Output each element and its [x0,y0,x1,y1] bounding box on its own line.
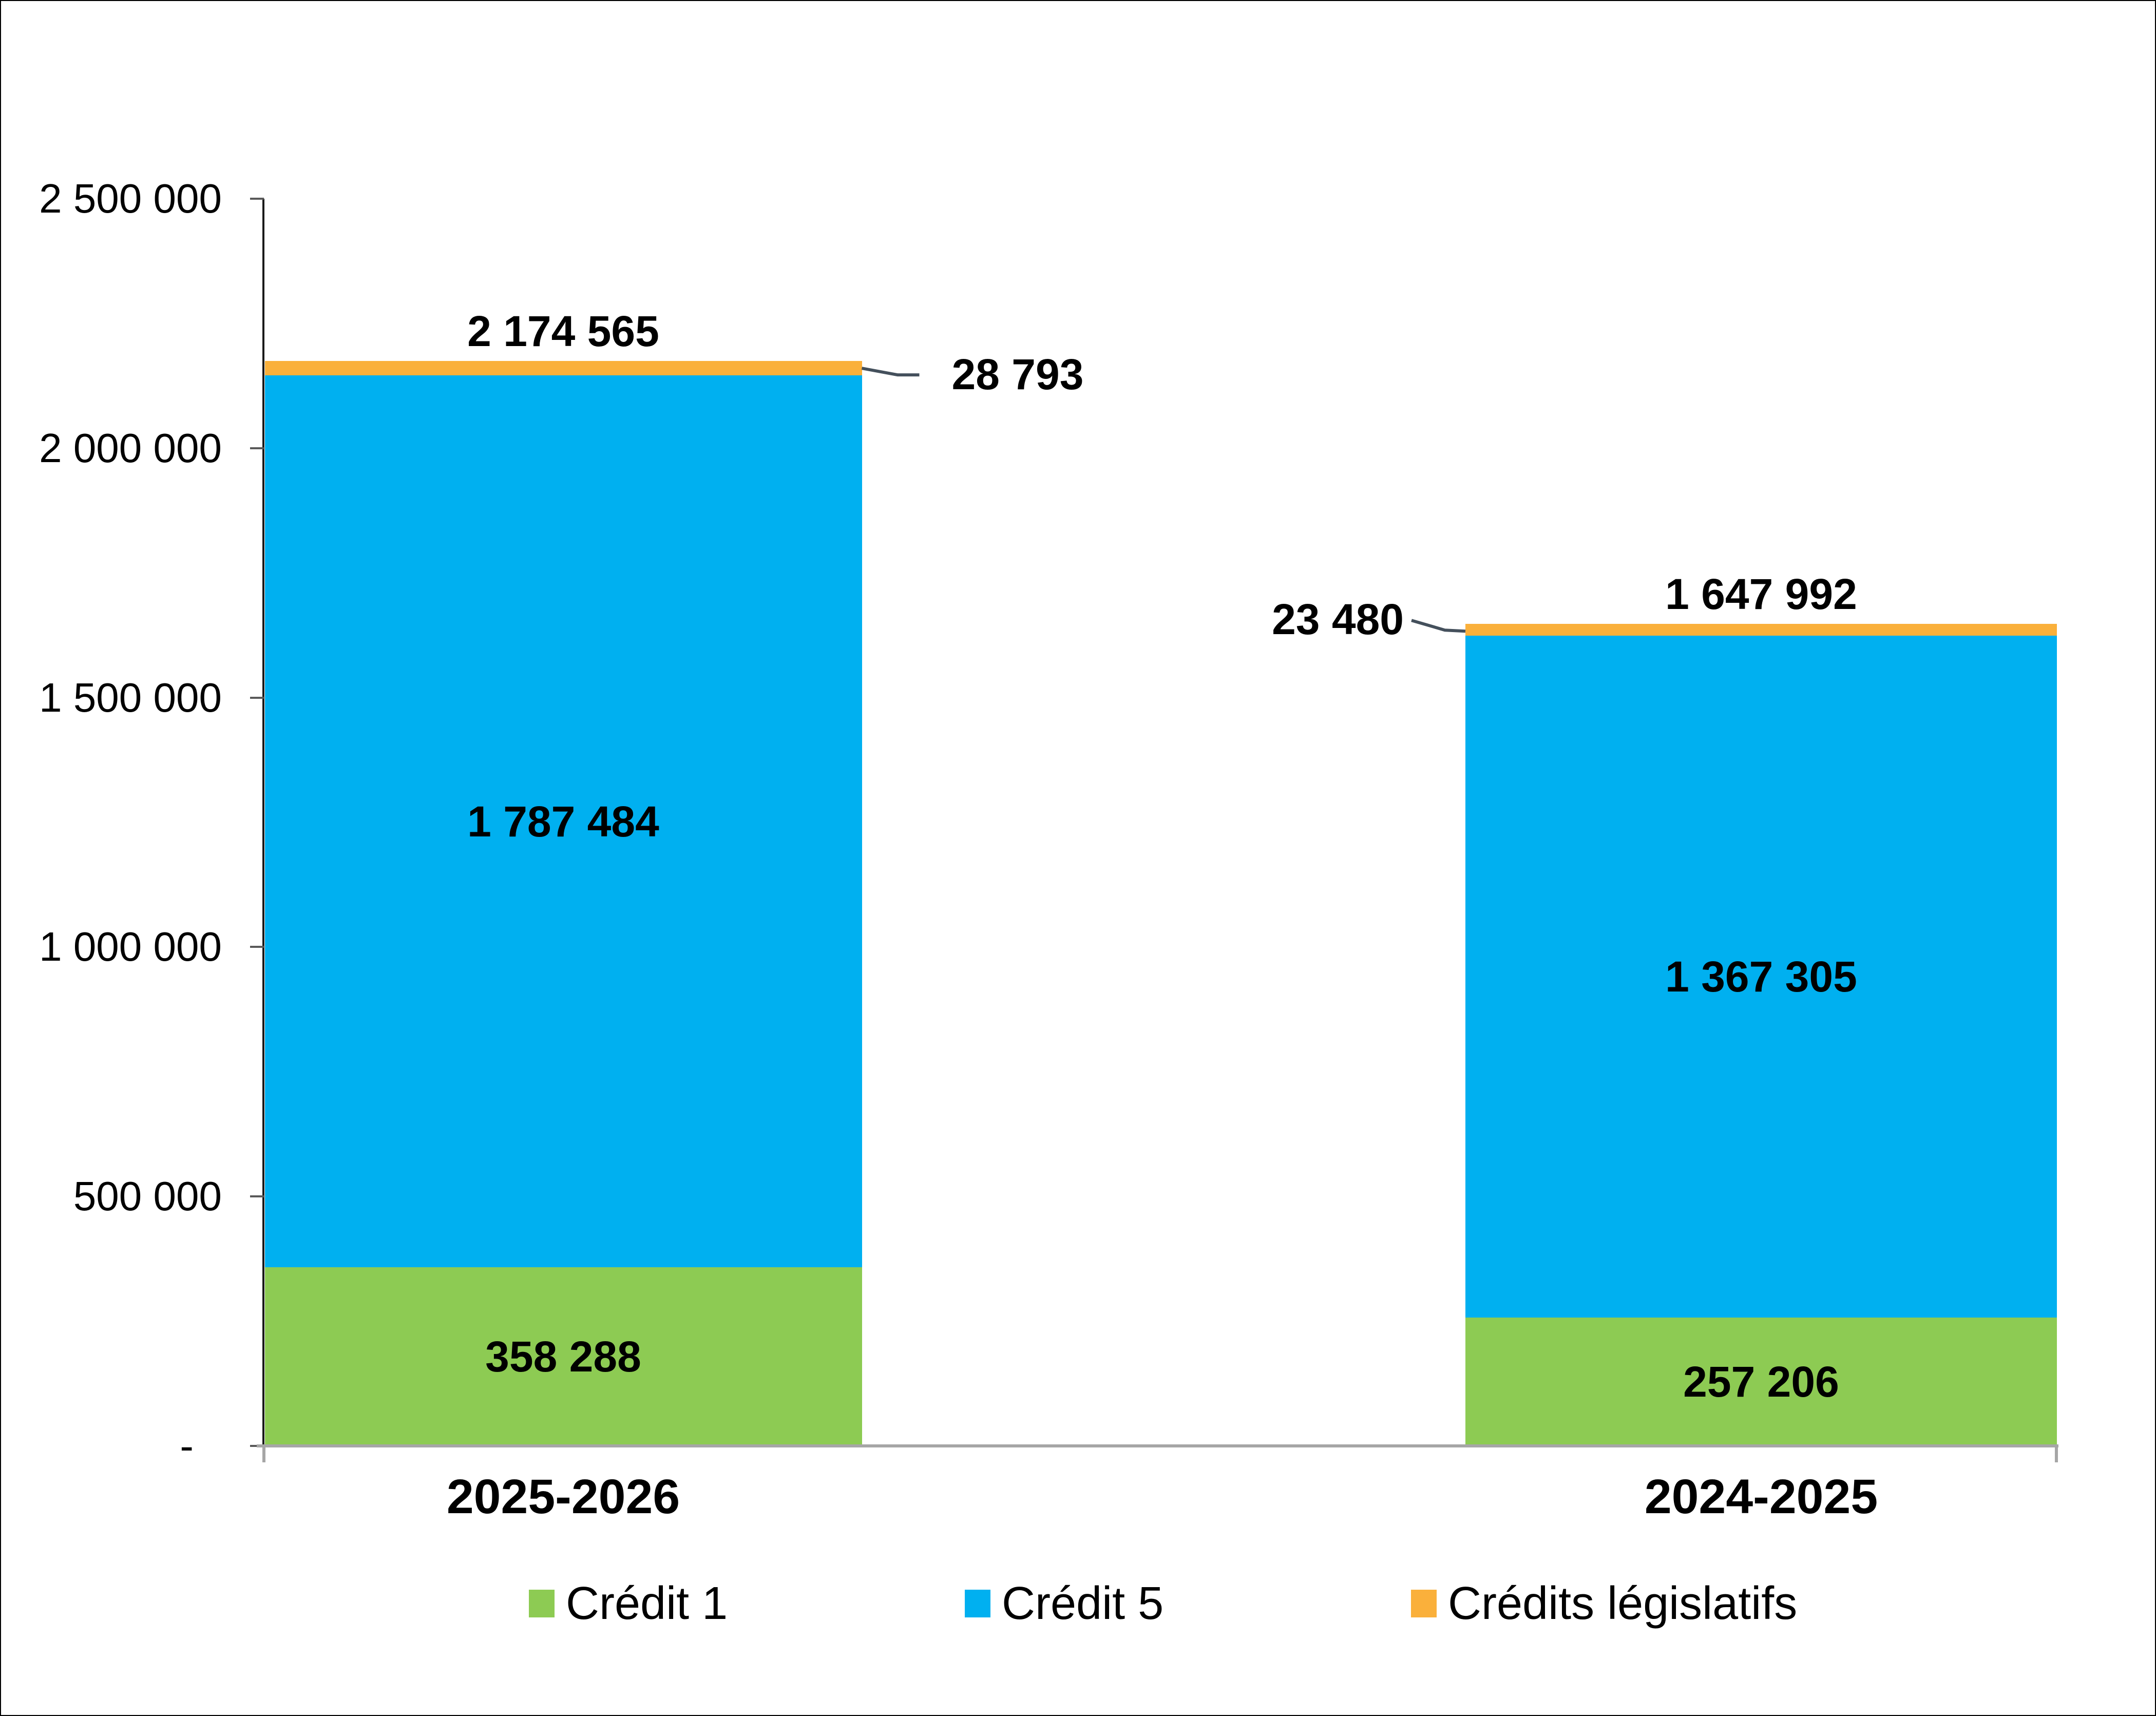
leader-line-2024-2025 [1411,619,1466,633]
y-axis-tick-label: 1 500 000 [39,674,222,720]
legend-item-credits-legislatifs: Crédits législatifs [1411,1580,1797,1627]
y-axis-tick [250,198,264,200]
y-axis-tick [250,447,264,449]
y-axis-tick-label: 2 500 000 [39,176,222,221]
total-label-2024-2025: 1 647 992 [1665,569,1857,618]
legend-item-credit-5: Crédit 5 [965,1580,1163,1627]
data-label-credit-5-2025-2026: 1 787 484 [467,797,659,846]
legend-swatch-credit-1-icon [529,1590,555,1617]
x-axis-end-tick [2055,1446,2058,1462]
data-label-credit-1-2025-2026: 358 288 [485,1332,641,1381]
y-axis-tick-label: 500 000 [73,1173,222,1219]
callout-label-credits-legislatifs-2024-2025: 23 480 [1272,595,1404,644]
category-label-2025-2026: 2025-2026 [446,1470,680,1524]
legend-label-credit-5: Crédit 5 [1002,1578,1164,1629]
data-label-credit-1-2024-2025: 257 206 [1683,1358,1839,1406]
bar-2025-2026-credit-1-segment [264,1267,862,1446]
data-label-credit-5-2024-2025: 1 367 305 [1665,952,1857,1001]
bar-2025-2026-credits-legislatifs-segment [264,361,862,376]
legend-label-credit-1: Crédit 1 [566,1578,728,1629]
callout-label-credits-legislatifs-2025-2026: 28 793 [951,350,1084,399]
legend-item-credit-1: Crédit 1 [529,1580,728,1627]
category-label-2024-2025: 2024-2025 [1644,1470,1878,1524]
legend-swatch-credit-5-icon [965,1590,990,1617]
x-axis-line [257,1444,2058,1447]
legend-swatch-credits-legislatifs-icon [1411,1590,1437,1617]
y-axis-tick [250,1195,264,1198]
y-axis-tick-label: 2 000 000 [39,425,222,471]
y-axis-zero-label: - [180,1423,194,1469]
bar-2024-2025-credit-5-segment [1465,635,2057,1318]
y-axis-tick-label: 1 000 000 [39,924,222,970]
y-axis-line [262,199,264,1447]
bar-2024-2025-credit-1-segment [1465,1318,2057,1446]
bar-2025-2026-credit-5-segment [264,375,862,1267]
leader-line-2025-2026 [861,367,920,377]
y-axis-tick [250,946,264,948]
legend-label-credits-legislatifs: Crédits législatifs [1448,1578,1798,1629]
x-axis-end-tick [262,1446,265,1462]
total-label-2025-2026: 2 174 565 [467,307,659,356]
bar-2024-2025-credits-legislatifs-segment [1465,623,2057,636]
y-axis-tick [250,696,264,699]
